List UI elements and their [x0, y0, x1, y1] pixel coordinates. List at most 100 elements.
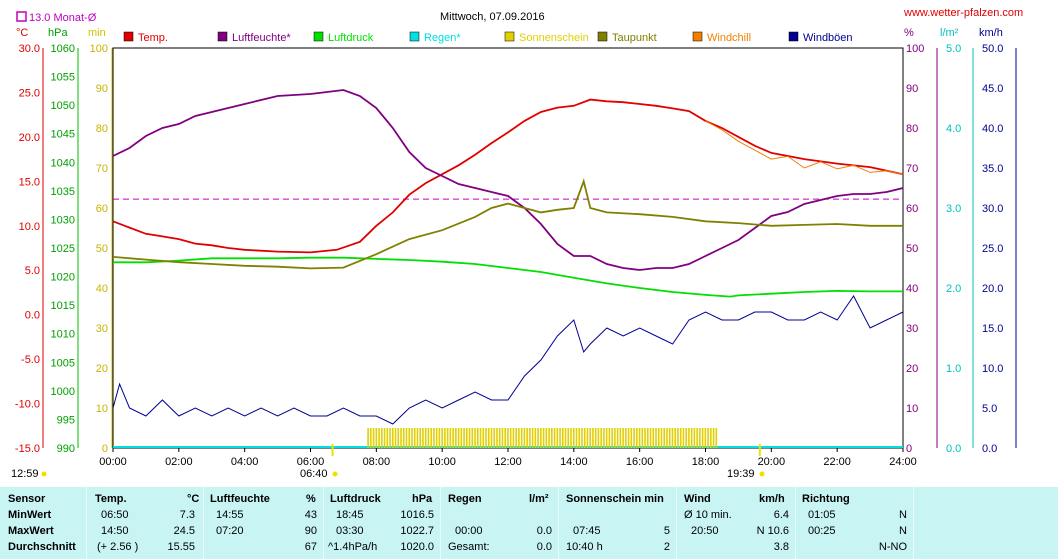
minutes-tick-label: 70: [96, 163, 108, 175]
summary-table: Sensor MinWert MaxWert Durchschnitt Temp…: [0, 487, 1058, 559]
humidity-tick-label: 40: [906, 283, 918, 295]
row-label-avg: Durchschnitt: [8, 541, 76, 553]
pressure-tick-label: 1020: [51, 272, 75, 284]
pressure-tick-label: 1005: [51, 357, 75, 369]
direction-avg-value: N-NO: [878, 541, 907, 553]
pressure-min-value: 1016.5: [400, 509, 434, 521]
humidity-min-time: 14:55: [216, 509, 244, 521]
x-tick-label: 16:00: [626, 456, 654, 468]
wind-tick-label: 40.0: [982, 123, 1003, 135]
temp-header: Temp.: [95, 493, 127, 505]
temp-column: Temp. °C 06:50 7.3 14:50 24.5 (+ 2.56 ) …: [87, 487, 204, 559]
rain-tick-label: 0.0: [946, 443, 961, 455]
rain-header-unit: l/m²: [529, 493, 549, 505]
wind-tick-label: 5.0: [982, 403, 997, 415]
wind-tick-label: 50.0: [982, 43, 1003, 55]
sunset-icon: [759, 471, 765, 477]
series-luftfeuchte-line: [112, 89, 904, 271]
monthly-average-label: 13.0 Monat-Ø: [29, 12, 97, 24]
website-link[interactable]: www.wetter-pfalzen.com: [903, 7, 1023, 19]
pressure-min-time: 18:45: [336, 509, 364, 521]
temp-tick-label: -15.0: [15, 443, 40, 455]
x-tick-label: 14:00: [560, 456, 588, 468]
wind-day-avg-value: 3.8: [773, 541, 789, 553]
daylength-label: 12:59: [11, 468, 39, 480]
wind-avg10-value: 6.4: [773, 509, 789, 521]
x-tick-label: 06:00: [297, 456, 325, 468]
pressure-trend: ^1.4hPa/h: [328, 541, 378, 553]
legend-swatch: [409, 31, 420, 42]
legend-label: Taupunkt: [612, 32, 657, 44]
pressure-tick-label: 1040: [51, 157, 75, 169]
pressure-tick-label: 1025: [51, 243, 75, 255]
temp-tick-label: 0.0: [25, 310, 40, 322]
minutes-tick-label: 60: [96, 203, 108, 215]
rain-unit-label: l/m²: [940, 27, 959, 39]
legend-label: Sonnenschein: [519, 32, 589, 44]
x-tick-label: 04:00: [231, 456, 259, 468]
temp-avg-value: 15.55: [167, 541, 195, 553]
humidity-header: Luftfeuchte: [210, 493, 270, 505]
wind-column: Wind km/h Ø 10 min. 6.4 20:50 N 10.6 3.8: [677, 487, 796, 559]
chart-legend: Temp. Luftfeuchte* Luftdruck Regen* Sonnensc…: [123, 31, 853, 44]
humidity-tick-label: 10: [906, 403, 918, 415]
legend-swatch: [788, 31, 799, 42]
wind-tick-label: 45.0: [982, 83, 1003, 95]
pressure-tick-label: 1050: [51, 100, 75, 112]
minutes-unit-label: min: [88, 27, 106, 39]
weather-chart: Mittwoch, 07.09.2016 www.wetter-pfalzen.…: [11, 7, 1023, 480]
temp-min-time: 06:50: [101, 509, 129, 521]
temp-avg-change: (+ 2.56 ): [97, 541, 139, 553]
rain-max-value: 0.0: [536, 525, 552, 537]
humidity-tick-label: 20: [906, 363, 918, 375]
plot-area: [112, 47, 904, 456]
humidity-max-time: 07:20: [216, 525, 244, 537]
humidity-tick-label: 30: [906, 323, 918, 335]
direction-column: Richtung 01:05 N 00:25 N N-NO: [796, 487, 914, 559]
rain-header: Regen: [448, 493, 482, 505]
temp-max-time: 14:50: [101, 525, 129, 537]
sunshine-total: 10:40 h: [566, 541, 603, 553]
series-windben-line: [112, 295, 904, 425]
x-tick-label: 24:00: [889, 456, 917, 468]
minutes-tick-label: 80: [96, 123, 108, 135]
rain-tick-label: 4.0: [946, 123, 961, 135]
humidity-header-unit: %: [306, 493, 316, 505]
minutes-tick-label: 50: [96, 243, 108, 255]
humidity-min-value: 43: [304, 509, 317, 521]
direction-max-value: N: [899, 525, 907, 537]
x-tick-label: 00:00: [99, 456, 127, 468]
x-tick-label: 02:00: [165, 456, 193, 468]
pressure-tick-label: 1060: [51, 43, 75, 55]
sunrise-label: 06:40: [300, 468, 328, 480]
wind-tick-label: 0.0: [982, 443, 997, 455]
wind-header-unit: km/h: [759, 493, 785, 505]
humidity-tick-label: 100: [906, 43, 924, 55]
series-luftdruck-line: [113, 256, 903, 298]
legend-label: Luftdruck: [328, 32, 374, 44]
humidity-tick-label: 70: [906, 163, 918, 175]
rain-tick-label: 5.0: [946, 43, 961, 55]
minutes-tick-label: 10: [96, 403, 108, 415]
minutes-tick-label: 0: [102, 443, 108, 455]
pressure-tick-label: 1035: [51, 186, 75, 198]
temp-unit-label: °C: [16, 27, 28, 39]
wind-max-value: N 10.6: [756, 525, 789, 537]
axis-ticks: 30.0 25.0 20.0 15.0 10.0 5.0 0.0 -5.0 -10.0 -15.0…: [15, 43, 1004, 468]
wind-max-time: 20:50: [691, 525, 719, 537]
rain-total-value: 0.0: [536, 541, 552, 553]
series-taupunkt-line: [112, 178, 903, 270]
direction-min-time: 01:05: [808, 509, 836, 521]
pressure-tick-label: 1000: [51, 386, 75, 398]
minutes-tick-label: 40: [96, 283, 108, 295]
minutes-tick-label: 100: [90, 43, 108, 55]
pressure-column: Luftdruck hPa 18:45 1016.5 03:30 1022.7 …: [324, 487, 441, 559]
sunshine-max-value: 5: [663, 525, 670, 537]
humidity-tick-label: 50: [906, 243, 918, 255]
temp-tick-label: 15.0: [19, 176, 40, 188]
direction-header: Richtung: [802, 493, 850, 505]
monthly-average-marker-icon: [16, 11, 27, 22]
legend-swatch: [504, 31, 515, 42]
sunrise-icon: [332, 471, 338, 477]
pressure-tick-label: 1055: [51, 72, 75, 84]
